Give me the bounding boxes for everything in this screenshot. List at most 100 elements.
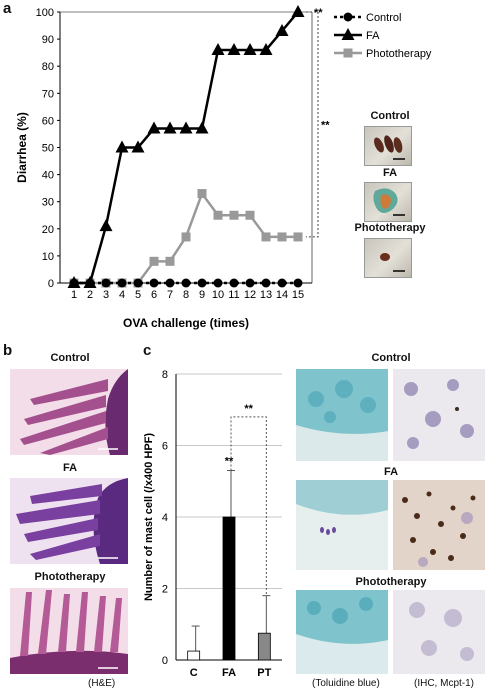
y-tick-label: 40 — [42, 170, 54, 182]
stool-wet-fa — [373, 188, 405, 216]
legend-marker — [343, 48, 353, 58]
point-control — [245, 278, 255, 288]
y-tick-label: 90 — [42, 34, 54, 46]
stool-photo-control — [364, 126, 412, 166]
ihc-photo-phototherapy — [393, 590, 485, 674]
y-tick-label: 70 — [42, 88, 54, 100]
point-phototherapy — [197, 189, 207, 199]
stool-pellet-phototherapy — [380, 253, 405, 272]
toluidine-photo-control — [296, 369, 388, 461]
y-tick-label: 0 — [162, 655, 168, 667]
x-tick-label: 8 — [183, 289, 189, 301]
y-tick-label: 20 — [42, 224, 54, 236]
point-fa — [83, 276, 97, 288]
x-tick-label: 14 — [276, 289, 288, 301]
x-tick-label: 7 — [167, 289, 173, 301]
x-axis-label: OVA challenge (times) — [123, 316, 249, 330]
mast-cell-bar-chart: 0 2 4 6 8 Number of mast cell (/x400 HPF) C FA P… — [143, 369, 282, 679]
x-tick-label: 5 — [135, 289, 141, 301]
y-axis-label: Diarrhea (%) — [15, 112, 29, 183]
y-tick-label: 0 — [48, 278, 54, 290]
he-photo-phototherapy — [10, 588, 128, 674]
point-control — [117, 278, 127, 288]
stool-photo-phototherapy — [364, 238, 412, 278]
point-fa — [179, 121, 193, 134]
x-tick-label: FA — [222, 667, 236, 679]
y-tick-label: 100 — [36, 7, 54, 19]
y-tick-label: 4 — [162, 512, 168, 524]
panel-letter-a: a — [3, 0, 12, 17]
stool-label-phototherapy: Phototherapy — [354, 222, 426, 234]
point-fa — [259, 42, 273, 55]
x-tick-label: 11 — [228, 289, 239, 301]
legend-marker — [341, 28, 355, 40]
point-control — [277, 278, 287, 288]
he-tissue-control — [10, 369, 128, 455]
significance-mark-bracket: ** — [321, 119, 330, 131]
stool-pellets-control — [374, 135, 405, 160]
stool-label-fa: FA — [382, 167, 398, 179]
point-fa — [147, 121, 161, 134]
point-fa — [211, 42, 225, 55]
point-phototherapy — [293, 232, 303, 242]
tissue-label-phototherapy: Phototherapy — [355, 576, 427, 588]
he-caption: (H&E) — [88, 678, 116, 689]
tissue-label-fa: FA — [383, 466, 399, 478]
x-tick-label: 6 — [151, 289, 157, 301]
x-tick-label: PT — [257, 667, 271, 679]
point-phototherapy — [181, 232, 191, 242]
legend-label: Phototherapy — [366, 48, 432, 60]
point-phototherapy — [277, 232, 287, 242]
ihc-tissue-phototherapy — [393, 590, 485, 674]
he-photo-fa — [10, 478, 128, 564]
x-tick-label: 12 — [244, 289, 256, 301]
ihc-caption: (IHC, Mcpt-1) — [414, 678, 474, 689]
he-tissue-phototherapy — [10, 588, 128, 674]
point-fa — [131, 140, 145, 153]
legend-marker — [343, 12, 353, 22]
significance-mark-bracket: ** — [244, 403, 253, 415]
he-tissue-fa — [10, 478, 128, 564]
x-tick-label: 1 — [71, 289, 77, 301]
toluidine-photo-fa — [296, 480, 388, 570]
point-fa — [227, 42, 241, 55]
toluidine-tissue-phototherapy — [296, 590, 388, 674]
ihc-tissue-fa — [393, 480, 485, 570]
point-fa — [291, 5, 305, 17]
stool-label-control: Control — [370, 110, 410, 122]
toluidine-tissue-control — [296, 369, 388, 461]
y-tick-label: 60 — [42, 115, 54, 127]
bar-c — [187, 650, 201, 661]
point-fa — [275, 23, 289, 36]
point-control — [149, 278, 159, 288]
point-control — [133, 278, 143, 288]
ihc-tissue-control — [393, 369, 485, 461]
x-tick-label: C — [190, 667, 198, 679]
y-tick-label: 6 — [162, 441, 168, 453]
x-tick-label: 2 — [87, 289, 93, 301]
toluidine-caption: (Toluidine blue) — [312, 678, 380, 689]
significance-bracket — [306, 11, 319, 238]
ihc-photo-control — [393, 369, 485, 461]
point-control — [197, 278, 207, 288]
x-tick-label: 13 — [260, 289, 272, 301]
point-fa — [99, 219, 113, 232]
he-label-control: Control — [50, 352, 90, 364]
point-phototherapy — [165, 256, 175, 266]
x-tick-label: 9 — [199, 289, 205, 301]
y-axis-label: Number of mast cell (/x400 HPF) — [143, 433, 155, 601]
point-fa — [115, 140, 129, 153]
legend-entry-phototherapy: Phototherapy — [334, 48, 432, 60]
significance-mark-fa: ** — [314, 7, 323, 19]
point-control — [293, 278, 303, 288]
he-photo-control — [10, 369, 128, 455]
x-tick-label: 4 — [119, 289, 125, 301]
toluidine-tissue-fa — [296, 480, 388, 570]
legend-entry-control: Control — [334, 12, 401, 24]
panel-letter-c: c — [143, 342, 152, 359]
bar-fa — [222, 516, 236, 661]
toluidine-photo-phototherapy — [296, 590, 388, 674]
point-fa — [67, 276, 81, 288]
point-control — [213, 278, 223, 288]
tissue-label-control: Control — [371, 352, 411, 364]
